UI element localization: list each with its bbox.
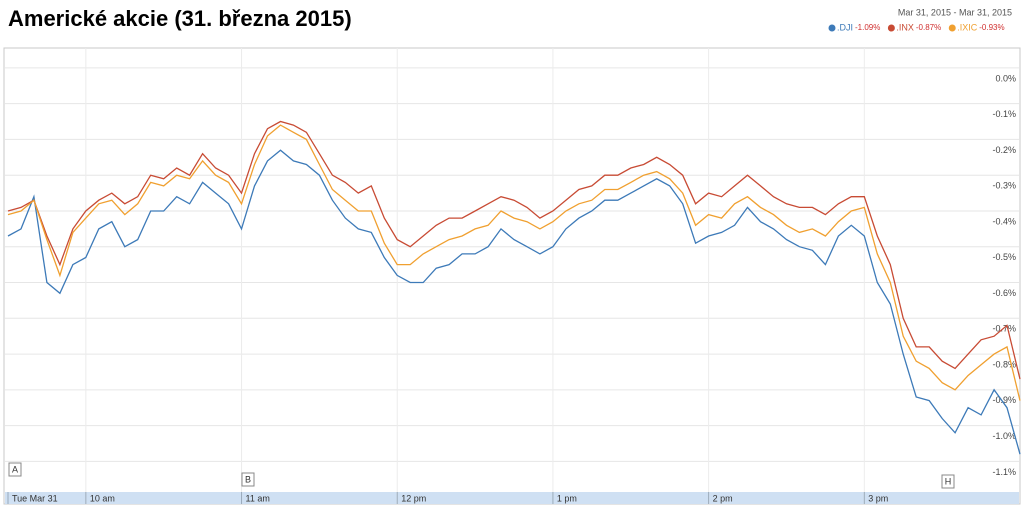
annotation-flag xyxy=(8,462,22,477)
y-tick-label: -0.1% xyxy=(992,109,1016,119)
legend-change: -0.87% xyxy=(916,23,941,32)
time-axis-bar xyxy=(5,492,1019,504)
series-line xyxy=(7,149,1021,455)
y-tick-label: -0.7% xyxy=(992,324,1016,334)
y-tick-label: -1.0% xyxy=(992,431,1016,441)
legend-change: -0.93% xyxy=(979,23,1004,32)
y-tick-label: -0.4% xyxy=(992,216,1016,226)
legend-dot xyxy=(828,24,836,32)
x-tick-label: 12 pm xyxy=(401,493,426,503)
chart-title: Americké akcie (31. března 2015) xyxy=(8,6,352,31)
annotation-label: A xyxy=(12,464,18,474)
x-tick-label: 2 pm xyxy=(713,493,733,503)
date-range: Mar 31, 2015 - Mar 31, 2015 xyxy=(898,7,1012,17)
series-line xyxy=(7,120,1021,380)
x-tick-label: 3 pm xyxy=(868,493,888,503)
legend-name: .DJI xyxy=(837,22,853,32)
annotation-label: B xyxy=(245,474,251,484)
annotation-label: H xyxy=(945,476,952,486)
annotation-flag xyxy=(941,474,955,489)
y-tick-label: -0.2% xyxy=(992,145,1016,155)
legend-name: .INX xyxy=(896,22,914,32)
y-tick-label: -0.5% xyxy=(992,252,1016,262)
legend-dot xyxy=(887,24,895,32)
y-tick-label: -0.6% xyxy=(992,288,1016,298)
x-tick-label: 11 am xyxy=(246,493,270,503)
plot-frame xyxy=(3,47,1021,505)
x-tick-label: 10 am xyxy=(90,493,115,503)
y-tick-label: -0.9% xyxy=(992,395,1016,405)
legend-change: -1.09% xyxy=(855,23,880,32)
series-line xyxy=(7,124,1021,401)
y-tick-label: -0.8% xyxy=(992,359,1016,369)
legend-dot xyxy=(948,24,956,32)
y-tick-label: -0.3% xyxy=(992,181,1016,191)
y-tick-label: -1.1% xyxy=(992,467,1016,477)
annotation-flag xyxy=(241,472,255,487)
legend-name: .IXIC xyxy=(957,22,978,32)
x-tick-label: 1 pm xyxy=(557,493,577,503)
x-tick-label: Tue Mar 31 xyxy=(12,493,58,503)
y-tick-label: 0.0% xyxy=(995,73,1016,83)
